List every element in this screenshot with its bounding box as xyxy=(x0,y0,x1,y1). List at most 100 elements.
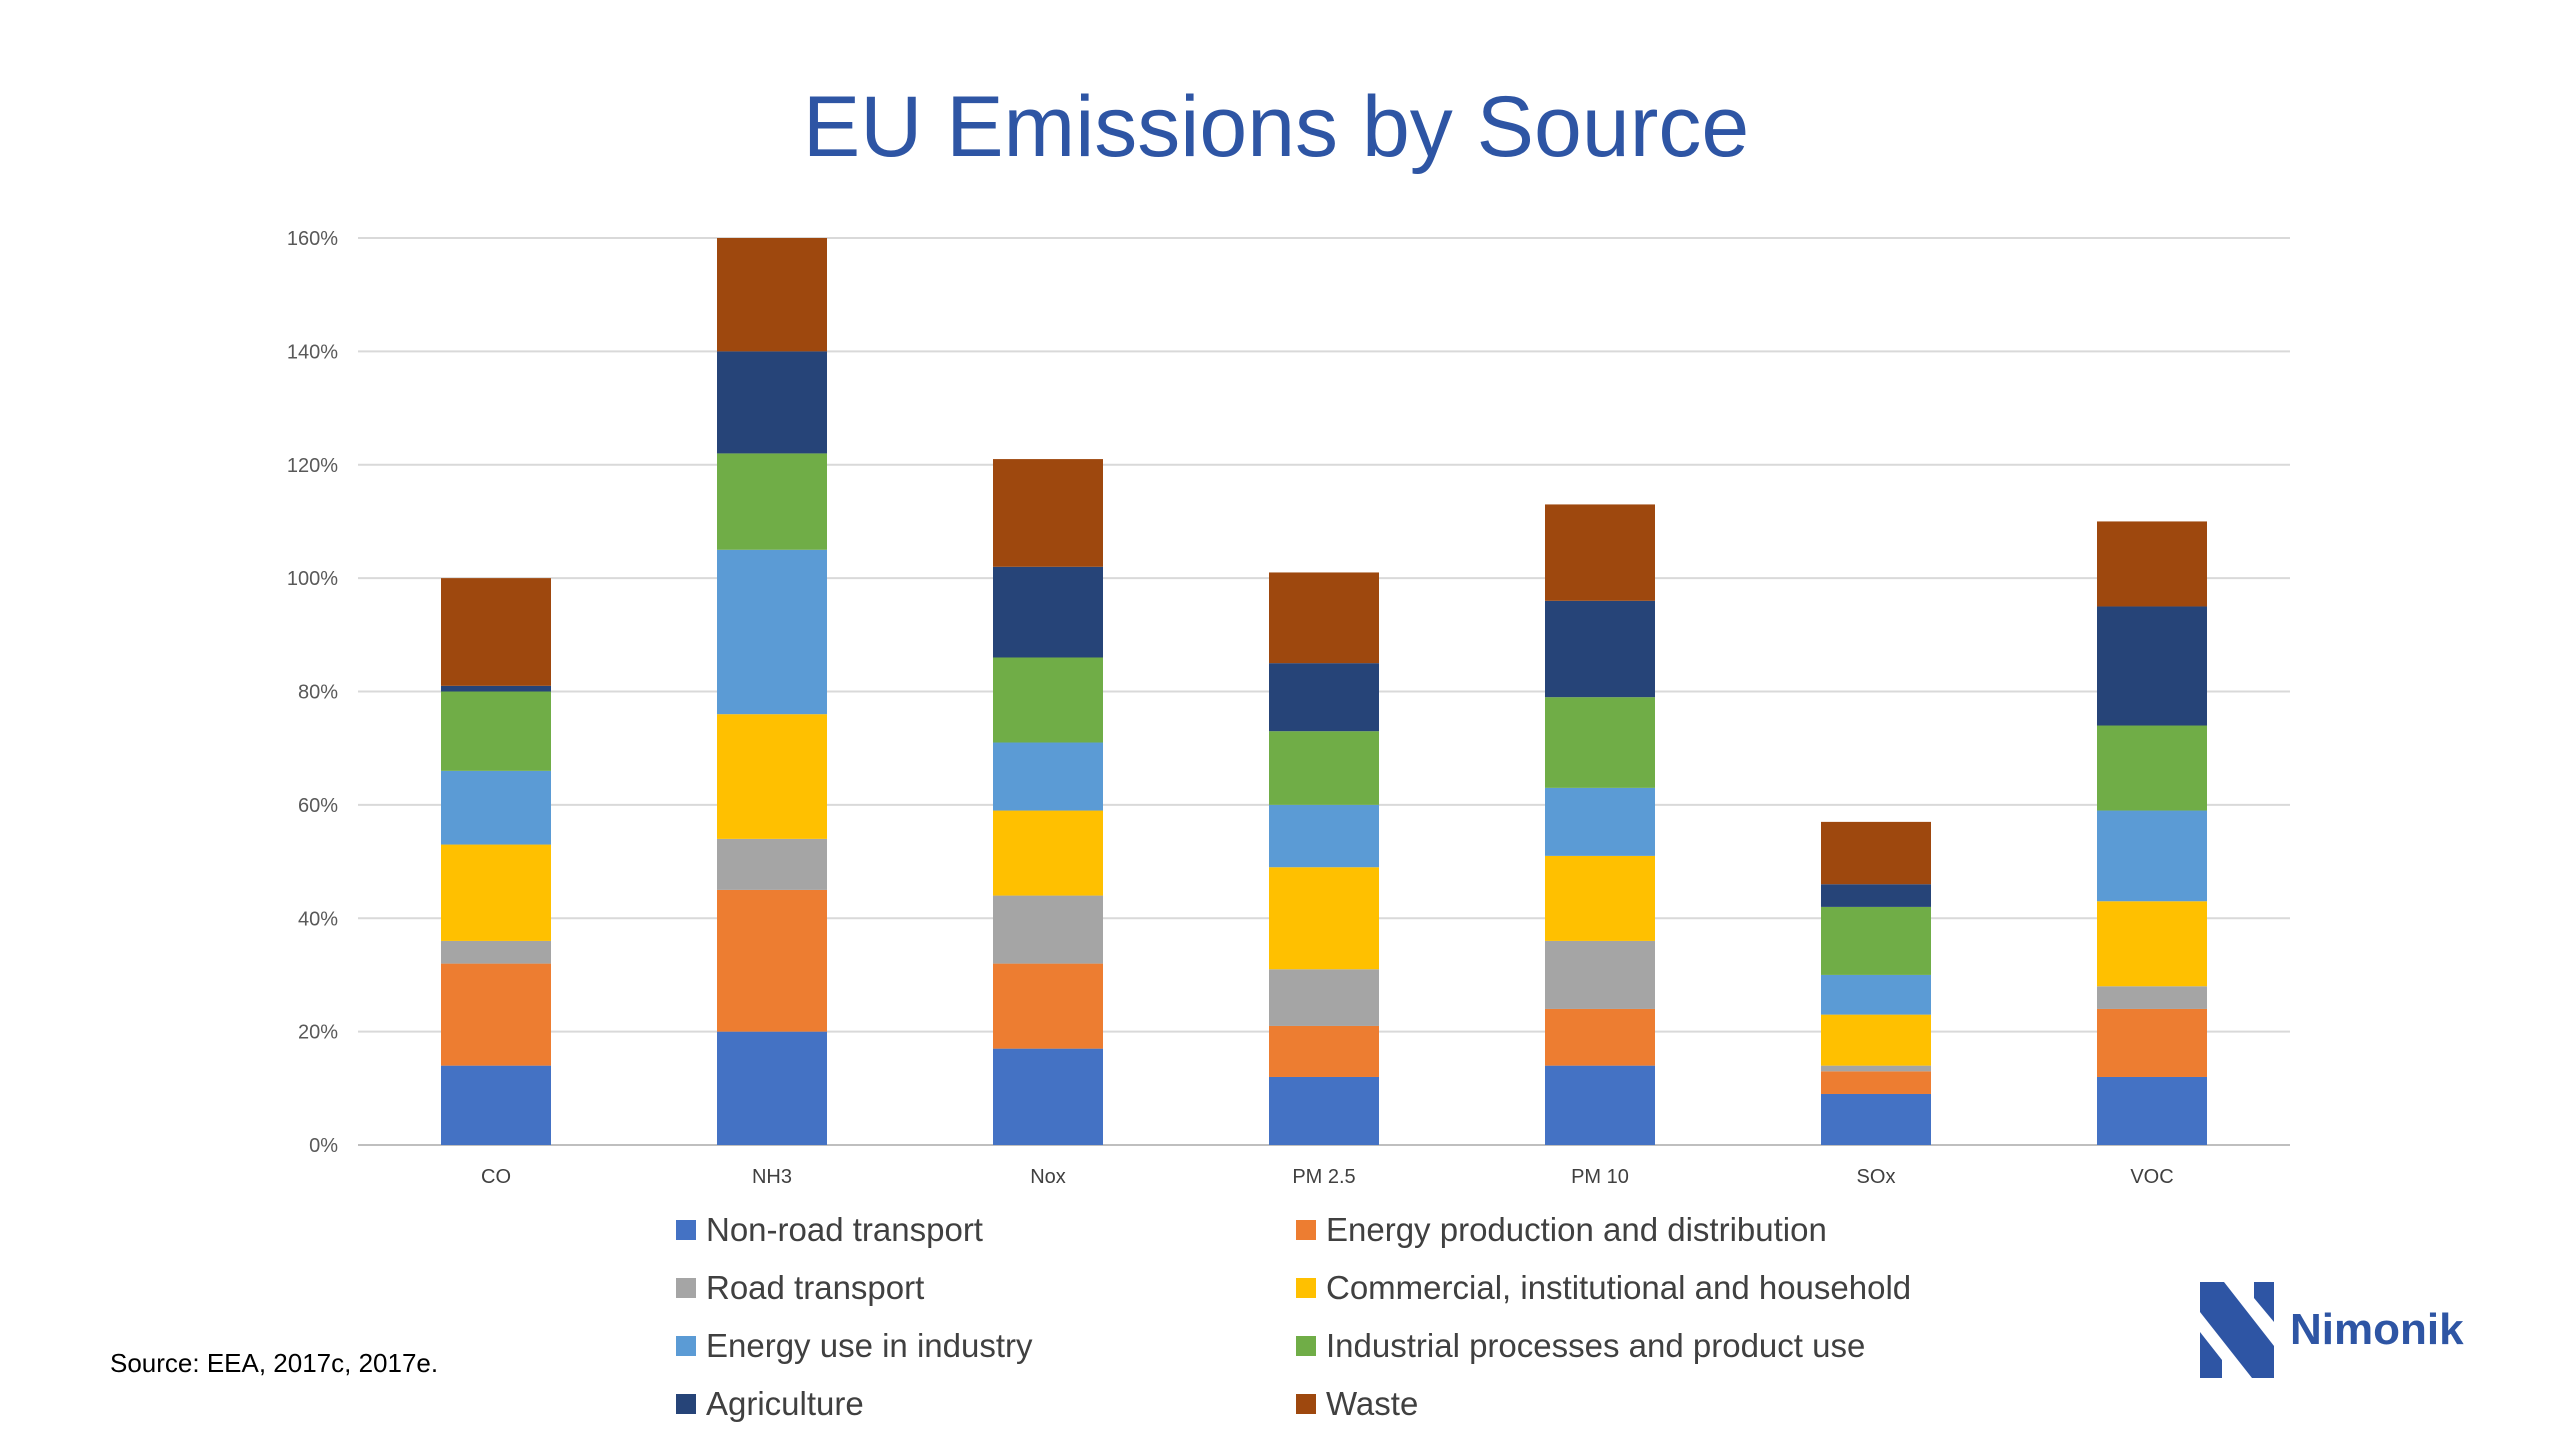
legend-swatch xyxy=(1296,1336,1316,1356)
x-tick-label: VOC xyxy=(2130,1166,2173,1188)
bar-segment xyxy=(717,1031,827,1145)
legend-swatch xyxy=(1296,1220,1316,1240)
y-tick-label: 160% xyxy=(287,228,338,250)
x-tick-label: CO xyxy=(481,1166,511,1188)
bar-segment xyxy=(993,459,1103,567)
bar-segment xyxy=(993,810,1103,896)
bar-segment xyxy=(1269,969,1379,1026)
bar-segment xyxy=(717,351,827,454)
bar-segment xyxy=(441,1065,551,1145)
x-tick-label: Nox xyxy=(1030,1166,1066,1188)
bar-segment xyxy=(993,895,1103,964)
legend-item: Energy use in industry xyxy=(676,1321,1033,1371)
bar-segment xyxy=(1269,804,1379,868)
legend-swatch xyxy=(1296,1278,1316,1298)
bar-segment xyxy=(1821,906,1931,975)
legend-swatch xyxy=(676,1278,696,1298)
legend-item: Road transport xyxy=(676,1263,924,1313)
legend-swatch xyxy=(676,1220,696,1240)
bar-segment xyxy=(1269,572,1379,664)
bar-segment xyxy=(441,770,551,845)
legend-item: Commercial, institutional and household xyxy=(1296,1263,1911,1313)
bar-segment xyxy=(1545,855,1655,941)
legend-label: Commercial, institutional and household xyxy=(1326,1269,1912,1306)
bar-segment xyxy=(1545,787,1655,856)
bar-segment xyxy=(1821,974,1931,1015)
bar-segment xyxy=(1545,1008,1655,1066)
bar-segment xyxy=(717,549,827,715)
chart-title: EU Emissions by Source xyxy=(802,79,1750,175)
bar-segment xyxy=(2097,606,2207,726)
bar-segment xyxy=(1821,884,1931,907)
bar-segment xyxy=(441,691,551,771)
bar-segment xyxy=(441,578,551,686)
bar-segment xyxy=(717,453,827,550)
bar-segment xyxy=(441,844,551,941)
legend-label: Agriculture xyxy=(706,1385,864,1422)
logo-text: Nimonik xyxy=(2290,1305,2464,1354)
bar-segment xyxy=(1821,1014,1931,1066)
bar-segment xyxy=(1269,1025,1379,1077)
bar-segment xyxy=(441,963,551,1066)
legend-label: Waste xyxy=(1326,1385,1419,1422)
legend-swatch xyxy=(1296,1394,1316,1414)
bar-segment xyxy=(717,838,827,890)
bars xyxy=(441,238,2207,1145)
legend-label: Road transport xyxy=(706,1269,925,1306)
y-tick-label: 60% xyxy=(298,795,338,817)
bar-segment xyxy=(2097,1076,2207,1145)
legend-label: Industrial processes and product use xyxy=(1326,1327,1866,1364)
y-tick-label: 80% xyxy=(298,682,338,704)
bar-segment xyxy=(1545,1065,1655,1145)
bar-segment xyxy=(1269,731,1379,805)
y-tick-label: 40% xyxy=(298,908,338,930)
source-note: Source: EEA, 2017c, 2017e. xyxy=(110,1348,439,1378)
bar-segment xyxy=(993,742,1103,811)
bar-segment xyxy=(1821,1093,1931,1145)
bar-segment xyxy=(2097,810,2207,902)
y-tick-label: 20% xyxy=(298,1022,338,1044)
legend-item: Energy production and distribution xyxy=(1296,1205,1827,1255)
bar-segment xyxy=(1545,504,1655,601)
legend-item: Industrial processes and product use xyxy=(1296,1321,1865,1371)
bar-segment xyxy=(993,1048,1103,1145)
legend-label: Non-road transport xyxy=(706,1211,983,1248)
bar-segment xyxy=(1545,697,1655,788)
y-tick-label: 0% xyxy=(309,1135,338,1157)
bar-segment xyxy=(1545,940,1655,1009)
y-tick-label: 100% xyxy=(287,568,338,590)
bar-segment xyxy=(441,940,551,964)
y-axis-ticks: 0% 20% 40% 60% 80% 100% 120% 140% 160% xyxy=(287,228,338,1157)
bar-segment xyxy=(1545,600,1655,698)
legend-label: Energy production and distribution xyxy=(1326,1211,1827,1248)
bar-segment xyxy=(717,889,827,1032)
bar-segment xyxy=(717,238,827,352)
logo: Nimonik xyxy=(2200,1280,2490,1380)
bar-segment xyxy=(441,685,551,692)
bar-segment xyxy=(2097,725,2207,811)
bar-segment xyxy=(993,566,1103,658)
bar-segment xyxy=(1269,1076,1379,1145)
bar-segment xyxy=(2097,901,2207,987)
x-tick-label: SOx xyxy=(1857,1166,1896,1188)
bar-segment xyxy=(1821,1065,1931,1072)
nimonik-logo-icon xyxy=(2200,1282,2274,1378)
x-tick-label: PM 2.5 xyxy=(1292,1166,1355,1188)
legend-item: Non-road transport xyxy=(676,1205,983,1255)
bar-segment xyxy=(2097,986,2207,1009)
y-tick-label: 120% xyxy=(287,455,338,477)
x-tick-label: PM 10 xyxy=(1571,1166,1629,1188)
bar-segment xyxy=(1269,663,1379,732)
bar-segment xyxy=(717,714,827,839)
y-tick-label: 140% xyxy=(287,341,338,363)
legend-item: Agriculture xyxy=(676,1379,864,1429)
bar-segment xyxy=(993,657,1103,743)
bar-segment xyxy=(2097,521,2207,607)
bar-segment xyxy=(1269,867,1379,970)
legend-label: Energy use in industry xyxy=(706,1327,1033,1364)
bar-segment xyxy=(993,963,1103,1049)
legend-swatch xyxy=(676,1336,696,1356)
bar-segment xyxy=(1821,1071,1931,1094)
legend-item: Waste xyxy=(1296,1379,1418,1429)
